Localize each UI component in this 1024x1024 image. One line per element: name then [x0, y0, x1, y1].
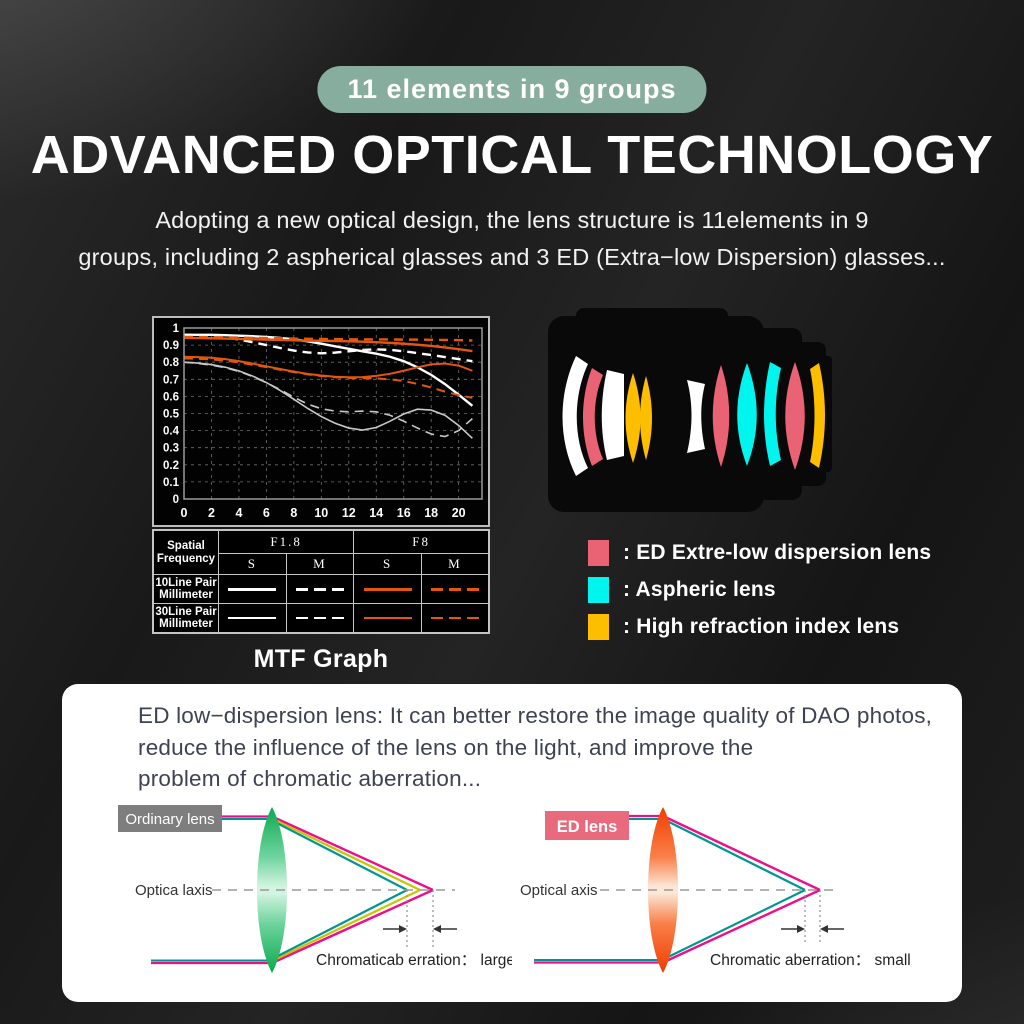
ordinary-caption: Chromaticab erration： large — [316, 952, 512, 969]
svg-text:1: 1 — [173, 323, 180, 335]
lens-element-aspheric-meniscus — [764, 362, 781, 466]
svg-text:0: 0 — [173, 494, 179, 506]
legend-label: : High refraction index lens — [623, 615, 900, 638]
svg-text:2: 2 — [208, 506, 215, 520]
lens-legend: : ED Extre-low dispersion lens : Aspheric… — [588, 540, 931, 651]
svg-text:10: 10 — [314, 506, 328, 520]
lens-element-aspheric-biconvex — [737, 363, 757, 466]
aperture-header: F1.8 — [217, 529, 355, 554]
legend-swatch — [588, 614, 609, 640]
ed-lens-label: ED lens — [557, 818, 618, 836]
ed-caption: Chromatic aberration： small — [710, 952, 911, 969]
mtf-sample-line — [228, 587, 277, 591]
svg-text:16: 16 — [397, 506, 411, 520]
lens-element-yellow-meniscus — [810, 363, 825, 468]
lens-element-ed-meniscus — [583, 368, 603, 466]
svg-text:8: 8 — [290, 506, 297, 520]
ordinary-axis-label: Optica laxis — [135, 882, 213, 899]
svg-text:0.7: 0.7 — [163, 374, 179, 386]
ed-axis-label: Optical axis — [520, 882, 598, 899]
ed-lens-label-box — [545, 811, 629, 840]
mtf-curve — [183, 335, 473, 342]
mtf-chart: 0 0.1 0.2 0.3 0.4 0.5 0.6 0.7 0.8 0.9 1 0 2 4 6 8 10 12 14… — [152, 316, 490, 527]
ordinary-converging-rays — [271, 815, 434, 965]
sm-header: S — [353, 553, 422, 575]
subtitle-line-1: Adopting a new optical design, the lens … — [155, 207, 869, 233]
legend-item: : High refraction index lens — [588, 614, 931, 640]
ordinary-lens-label: Ordinary lens — [125, 811, 214, 828]
ed-lens-diagram: Optical axis ED lens Chromatic aberratio… — [520, 807, 911, 973]
aperture-header: F8 — [353, 529, 490, 554]
description-line-3: problem of chromatic aberration... — [138, 766, 482, 791]
lens-element-white-meniscus — [562, 356, 588, 476]
svg-text:0.3: 0.3 — [163, 443, 179, 455]
line-pair-row-label: 10Line Pair Millimeter — [152, 574, 219, 604]
lens-element-white-concave — [687, 380, 705, 453]
mtf-chart-svg: 00.10.20.30.40.50.60.70.80.910 2 4 6 8 10 12 14… — [163, 323, 483, 520]
description-line-2: reduce the influence of the lens on the … — [138, 734, 754, 760]
spatial-frequency-header: Spatial Frequency — [152, 529, 219, 575]
ordinary-lens-diagram: Optica laxis Ordinary lens Chromaticab e… — [118, 805, 512, 973]
svg-text:12: 12 — [342, 506, 356, 520]
mtf-sample-line — [430, 587, 479, 591]
sm-header: S — [218, 553, 287, 575]
description-line-1: ED low−dispersion lens: It can better re… — [138, 703, 933, 728]
mtf-curve — [183, 336, 473, 353]
lens-element-yellow-biconvex-2 — [640, 376, 652, 460]
sm-header: M — [420, 553, 490, 575]
mtf-curve — [183, 357, 473, 399]
ordinary-lens-glass — [257, 807, 287, 973]
line-pair-row-label: 30Line Pair Millimeter — [152, 603, 219, 634]
ordinary-lens-label-box — [118, 805, 222, 832]
lens-cross-section-svg — [548, 308, 832, 512]
mtf-sample-line — [430, 617, 479, 619]
legend-label: : Aspheric lens — [623, 578, 776, 601]
sm-header: M — [285, 553, 355, 575]
ed-lens-glass — [648, 807, 678, 973]
svg-text:0: 0 — [181, 506, 188, 520]
lens-element-white-plano — [601, 370, 624, 460]
ed-lens-card: ED low−dispersion lens: It can better re… — [62, 684, 962, 1002]
mtf-sample-line — [295, 617, 344, 619]
legend-label: : ED Extre-low dispersion lens — [623, 541, 932, 564]
legend-swatch — [588, 577, 609, 603]
lens-element-yellow-biconvex — [625, 373, 641, 463]
elements-groups-badge: 11 elements in 9 groups — [317, 66, 707, 113]
mtf-panel: 0 0.1 0.2 0.3 0.4 0.5 0.6 0.7 0.8 0.9 1 0 2 4 6 8 10 12 14… — [152, 316, 490, 674]
page-title: ADVANCED OPTICAL TECHNOLOGY — [30, 125, 994, 185]
subtitle-line-2: groups, including 2 aspherical glasses a… — [78, 244, 946, 270]
svg-text:0.8: 0.8 — [163, 357, 180, 369]
svg-text:0.5: 0.5 — [163, 409, 180, 421]
svg-text:0.6: 0.6 — [163, 391, 179, 403]
lens-element-ed-biconvex — [712, 365, 730, 467]
svg-text:0.9: 0.9 — [163, 340, 179, 352]
legend-swatch — [588, 540, 609, 566]
lens-cross-section — [540, 298, 840, 538]
ed-lens-description: ED low−dispersion lens: It can better re… — [138, 700, 932, 795]
subtitle: Adopting a new optical design, the lens … — [0, 202, 1024, 276]
mtf-curve — [184, 333, 474, 407]
mtf-curve — [183, 361, 473, 438]
mtf-sample-line — [363, 617, 412, 619]
svg-text:0.2: 0.2 — [163, 460, 179, 472]
mtf-table: Spatial Frequency F1.8 F8 S M S M 10Line Pair M… — [152, 529, 490, 634]
mtf-legend-table: Spatial Frequency F1.8 F8 S M S M 10Line Pair M… — [152, 529, 490, 634]
ed-converging-rays — [662, 814, 821, 964]
lens-element-ed-biconvex-2 — [785, 362, 805, 470]
legend-item: : ED Extre-low dispersion lens — [588, 540, 931, 566]
svg-text:14: 14 — [369, 506, 383, 520]
svg-text:18: 18 — [424, 506, 438, 520]
svg-text:0.1: 0.1 — [163, 477, 180, 489]
mtf-sample-line — [295, 587, 344, 591]
mtf-caption: MTF Graph — [253, 645, 389, 673]
mtf-curve — [183, 355, 473, 379]
svg-text:4: 4 — [235, 506, 242, 520]
svg-text:6: 6 — [263, 506, 270, 520]
mtf-sample-line — [228, 617, 277, 619]
lens-barrel-silhouette — [548, 308, 832, 512]
svg-text:20: 20 — [452, 506, 466, 520]
mtf-sample-line — [363, 587, 412, 591]
legend-item: : Aspheric lens — [588, 577, 931, 603]
svg-text:0.4: 0.4 — [163, 426, 180, 438]
